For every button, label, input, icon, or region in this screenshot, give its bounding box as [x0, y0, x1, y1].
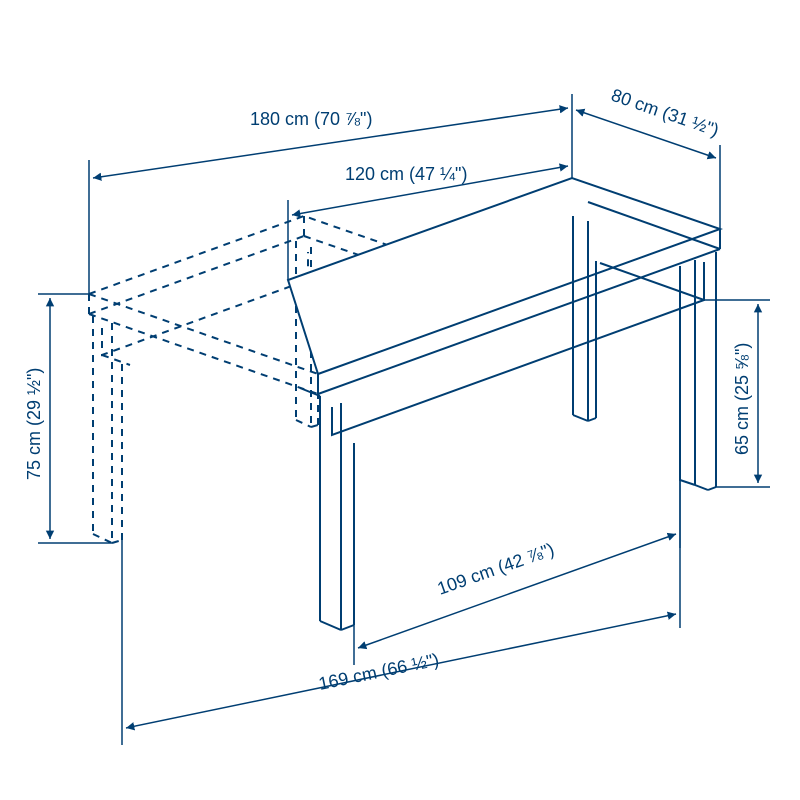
dim-height-total: 75 cm (29 ½") — [24, 294, 112, 543]
dim-height-under: 65 cm (25 ⅝") — [704, 300, 770, 487]
dim-leg-span-main: 109 cm (42 ⅞") — [354, 480, 680, 665]
label-depth: 80 cm (31 ½") — [609, 85, 722, 141]
label-width-extended: 180 cm (70 ⅞") — [250, 109, 372, 129]
label-height-total: 75 cm (29 ½") — [24, 368, 44, 480]
dim-leg-span-ext: 169 cm (66 ½") — [122, 480, 680, 745]
label-leg-span-ext: 169 cm (66 ½") — [317, 650, 441, 694]
label-width-main: 120 cm (47 ¼") — [345, 164, 467, 184]
label-leg-span-main: 109 cm (42 ⅞") — [435, 539, 557, 599]
label-height-under: 65 cm (25 ⅝") — [732, 343, 752, 455]
tabletop — [288, 178, 720, 374]
dimension-diagram: 180 cm (70 ⅞") 120 cm (47 ¼") 80 cm (31 … — [0, 0, 800, 800]
